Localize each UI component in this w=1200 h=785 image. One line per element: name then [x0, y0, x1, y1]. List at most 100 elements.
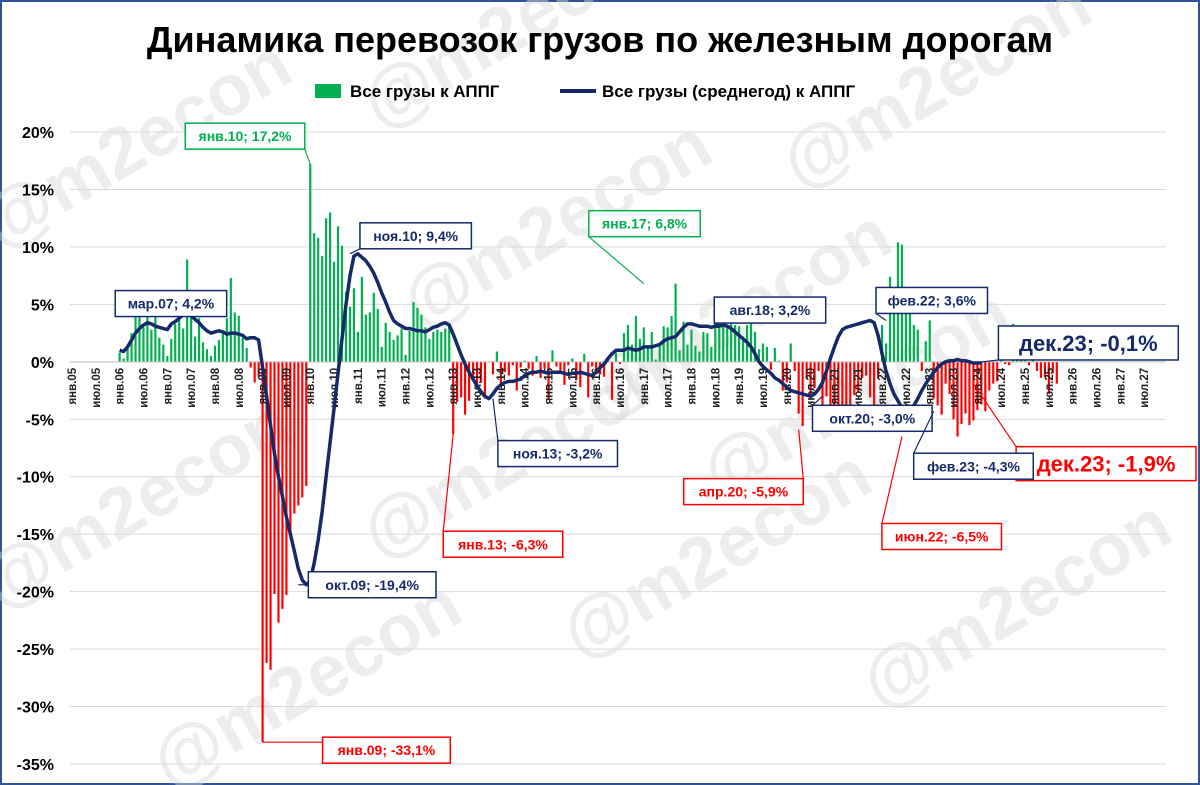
- bar: [527, 361, 530, 369]
- bar: [591, 361, 594, 367]
- bar: [364, 314, 367, 362]
- bar: [698, 351, 701, 362]
- annotation-label: ноя.10; 9,4%: [373, 228, 458, 244]
- bar: [682, 321, 685, 362]
- bar: [877, 361, 880, 378]
- bar: [285, 361, 288, 596]
- bar: [642, 327, 645, 362]
- bar: [976, 361, 979, 411]
- bar: [734, 325, 737, 362]
- annotation-leader: [798, 429, 804, 479]
- bar: [634, 315, 637, 362]
- bar: [130, 333, 133, 362]
- bar: [928, 320, 931, 362]
- bar: [190, 290, 193, 362]
- bar: [646, 345, 649, 362]
- bar: [166, 356, 169, 362]
- y-tick-label: -5%: [26, 412, 54, 429]
- annotation-label: окт.09; -19,4%: [325, 577, 419, 593]
- bar: [178, 307, 181, 362]
- bar: [396, 335, 399, 362]
- bar: [722, 320, 725, 362]
- bar: [880, 325, 884, 362]
- bar: [738, 326, 741, 362]
- bar: [237, 315, 240, 362]
- bar: [257, 361, 260, 377]
- bar: [543, 361, 546, 369]
- bar: [519, 361, 522, 368]
- bar: [797, 361, 800, 414]
- x-tick-label: янв.23: [925, 368, 937, 405]
- bar: [825, 361, 828, 397]
- annotation: янв.10; 17,2%: [184, 122, 311, 165]
- bar: [575, 361, 578, 381]
- annotation-leader: [588, 236, 645, 285]
- annotation-label: янв.09; -33,1%: [338, 742, 436, 758]
- x-tick-label: янв.10: [305, 368, 317, 405]
- x-tick-label: янв.08: [210, 367, 222, 404]
- bar: [678, 350, 681, 362]
- bar: [321, 256, 324, 362]
- bar: [158, 337, 161, 362]
- bar: [507, 361, 510, 376]
- bar: [471, 361, 475, 377]
- annotation-leader: [492, 398, 499, 441]
- bar: [984, 361, 987, 412]
- y-tick-label: 5%: [31, 297, 54, 314]
- bar: [174, 323, 177, 362]
- bar: [1004, 361, 1007, 365]
- annotation-label: дек.23; -1,9%: [1037, 452, 1176, 477]
- legend-swatch-bars: [315, 84, 341, 98]
- bar: [884, 343, 888, 362]
- bar: [193, 336, 197, 362]
- annotations: янв.10; 17,2% янв.17; 6,8% янв.09; -33,1% я…: [114, 122, 1197, 764]
- annotation-box: [321, 736, 452, 764]
- bar: [118, 352, 121, 362]
- bar: [1027, 361, 1031, 366]
- bar: [674, 283, 677, 362]
- bar: [614, 352, 618, 362]
- annotation-box: [307, 570, 437, 599]
- bar: [769, 361, 772, 370]
- bar: [404, 354, 407, 362]
- bar: [793, 361, 796, 372]
- bar: [392, 339, 395, 362]
- x-tick-label: янв.15: [544, 367, 556, 404]
- x-tick-label: июл.15: [567, 367, 579, 408]
- bar: [221, 331, 224, 362]
- bar: [464, 361, 467, 415]
- bar: [781, 361, 784, 391]
- annotation: авг.18; 3,2%: [713, 296, 827, 326]
- x-axis: янв.05 июл.05 янв.06 июл.06 янв.07 июл.07 янв.…: [67, 361, 1166, 408]
- annotation: мар.07; 4,2%: [114, 289, 228, 318]
- bar: [757, 349, 761, 362]
- bar: [559, 361, 562, 374]
- annotation-box: [682, 477, 804, 506]
- annotation-box: [359, 222, 473, 250]
- bar: [336, 226, 340, 362]
- x-tick-label: янв.26: [1068, 368, 1080, 405]
- bar: [956, 361, 959, 437]
- bar: [233, 312, 236, 362]
- bar: [269, 361, 272, 670]
- annotation-box: [997, 325, 1180, 361]
- annotation-box: [912, 452, 1035, 480]
- bar: [241, 337, 244, 362]
- annotation: янв.09; -33,1%: [262, 736, 452, 764]
- bar: [229, 277, 232, 362]
- bar: [555, 361, 558, 367]
- y-tick-label: -30%: [17, 700, 54, 717]
- y-tick-label: 15%: [22, 182, 54, 199]
- bar: [344, 291, 348, 362]
- bar: [440, 331, 443, 362]
- bar: [912, 325, 915, 362]
- annotation-label: июн.22; -6,5%: [895, 529, 989, 545]
- bar: [765, 346, 769, 362]
- annotation-label: апр.20; -5,9%: [699, 484, 789, 500]
- bar: [531, 361, 534, 376]
- bar: [281, 361, 284, 609]
- bar: [749, 321, 753, 362]
- bar: [297, 361, 300, 506]
- annotation: ноя.10; 9,4%: [349, 222, 473, 255]
